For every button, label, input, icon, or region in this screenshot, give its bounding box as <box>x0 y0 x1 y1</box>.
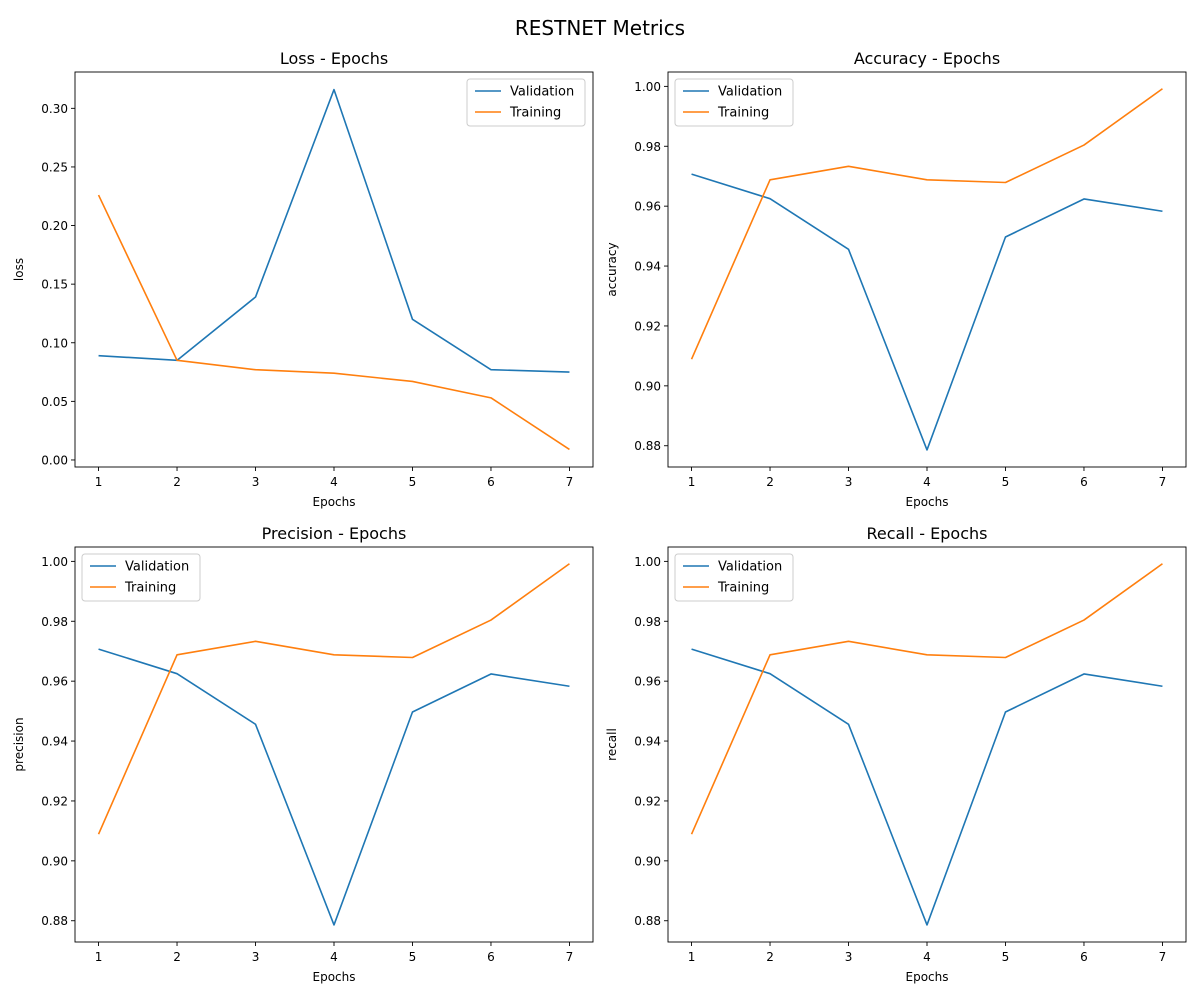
x-axis-label: Epochs <box>906 970 949 984</box>
x-axis-label: Epochs <box>313 970 356 984</box>
x-tick-label: 5 <box>1002 950 1010 964</box>
y-tick-label: 0.94 <box>634 260 661 274</box>
y-tick-label: 1.00 <box>634 555 661 569</box>
x-tick-label: 6 <box>487 475 495 489</box>
y-tick-label: 0.15 <box>41 278 68 292</box>
subplot-title: Precision - Epochs <box>262 524 407 543</box>
series-line-training <box>690 563 1163 835</box>
x-tick-label: 4 <box>330 475 338 489</box>
y-tick-label: 0.20 <box>41 219 68 233</box>
x-tick-label: 7 <box>1159 475 1167 489</box>
y-tick-label: 0.30 <box>41 102 68 116</box>
subplot-2: Accuracy - Epochs 1 2 3 4 5 6 7 0.88 0.90 0.92 0.94… <box>605 49 1187 509</box>
x-tick-label: 2 <box>173 475 181 489</box>
y-tick-label: 0.92 <box>634 794 661 808</box>
y-tick-label: 0.90 <box>634 379 661 393</box>
y-axis-label: precision <box>12 717 26 771</box>
y-tick-label: 0.96 <box>41 675 68 689</box>
x-tick-label: 6 <box>1080 475 1088 489</box>
x-tick-label: 2 <box>766 950 774 964</box>
x-tick-label: 6 <box>487 950 495 964</box>
series-line-training <box>97 563 570 835</box>
axes-frame <box>74 71 594 468</box>
y-tick-label: 0.94 <box>634 735 661 749</box>
legend: Validation Training <box>674 553 794 602</box>
y-tick-label: 0.88 <box>634 914 661 928</box>
x-tick-label: 7 <box>566 950 574 964</box>
legend: Validation Training <box>466 78 586 127</box>
series-line-validation <box>691 173 1163 451</box>
y-tick-label: 0.90 <box>41 854 68 868</box>
legend-label-training: Training <box>717 581 769 596</box>
x-tick-label: 1 <box>688 475 696 489</box>
y-tick-label: 0.94 <box>41 735 68 749</box>
legend-label-validation: Validation <box>510 85 574 100</box>
figure-title: RESTNET Metrics <box>515 16 685 40</box>
x-tick-label: 1 <box>95 475 103 489</box>
x-tick-label: 5 <box>1002 475 1010 489</box>
x-tick-label: 4 <box>330 950 338 964</box>
axes-frame <box>667 546 1187 943</box>
subplot-title: Accuracy - Epochs <box>854 49 1000 68</box>
x-tick-label: 2 <box>173 950 181 964</box>
x-tick-label: 7 <box>1159 950 1167 964</box>
subplot-title: Loss - Epochs <box>280 49 388 68</box>
y-tick-label: 0.98 <box>634 615 661 629</box>
subplot-title: Recall - Epochs <box>866 524 987 543</box>
series-line-validation <box>98 648 570 926</box>
axes-frame <box>74 546 594 943</box>
subplot-4: Recall - Epochs 1 2 3 4 5 6 7 0.88 0.90 0.92 0.94 0.… <box>605 524 1187 984</box>
y-tick-label: 1.00 <box>41 555 68 569</box>
legend: Validation Training <box>81 553 201 602</box>
series-line-training <box>690 88 1163 360</box>
x-tick-label: 5 <box>409 950 417 964</box>
y-tick-label: 0.25 <box>41 160 68 174</box>
series-line-validation <box>98 88 570 373</box>
subplot-1: Loss - Epochs 1 2 3 4 5 6 7 0.00 0.05 0.10 0.15 0.20… <box>12 49 594 509</box>
legend: Validation Training <box>674 78 794 127</box>
axes-frame <box>667 71 1187 468</box>
legend-label-training: Training <box>717 106 769 121</box>
y-axis-label: recall <box>605 728 619 761</box>
y-tick-label: 0.00 <box>41 453 68 467</box>
x-tick-label: 3 <box>845 950 853 964</box>
y-tick-label: 0.10 <box>41 336 68 350</box>
y-tick-label: 0.96 <box>634 675 661 689</box>
x-tick-label: 6 <box>1080 950 1088 964</box>
subplot-3: Precision - Epochs 1 2 3 4 5 6 7 0.88 0.90 0.92 0.9… <box>12 524 594 984</box>
y-tick-label: 0.92 <box>634 319 661 333</box>
series-line-validation <box>691 648 1163 926</box>
x-tick-label: 2 <box>766 475 774 489</box>
x-tick-label: 4 <box>923 950 931 964</box>
x-tick-label: 3 <box>252 475 260 489</box>
x-tick-label: 1 <box>688 950 696 964</box>
y-tick-label: 0.98 <box>41 615 68 629</box>
legend-label-validation: Validation <box>718 85 782 100</box>
x-tick-label: 5 <box>409 475 417 489</box>
x-tick-label: 3 <box>252 950 260 964</box>
legend-label-validation: Validation <box>718 560 782 575</box>
y-tick-label: 0.05 <box>41 395 68 409</box>
legend-label-validation: Validation <box>125 560 189 575</box>
y-tick-label: 0.92 <box>41 794 68 808</box>
y-tick-label: 1.00 <box>634 80 661 94</box>
y-tick-label: 0.90 <box>634 854 661 868</box>
y-tick-label: 0.98 <box>634 140 661 154</box>
y-tick-label: 0.88 <box>41 914 68 928</box>
legend-label-training: Training <box>509 106 561 121</box>
x-tick-label: 3 <box>845 475 853 489</box>
x-tick-label: 7 <box>566 475 574 489</box>
series-line-training <box>97 194 570 451</box>
x-axis-label: Epochs <box>906 495 949 509</box>
y-tick-label: 0.96 <box>634 200 661 214</box>
x-tick-label: 4 <box>923 475 931 489</box>
y-axis-label: accuracy <box>605 242 619 296</box>
legend-label-training: Training <box>124 581 176 596</box>
x-tick-label: 1 <box>95 950 103 964</box>
y-tick-label: 0.88 <box>634 439 661 453</box>
x-axis-label: Epochs <box>313 495 356 509</box>
y-axis-label: loss <box>12 258 26 281</box>
